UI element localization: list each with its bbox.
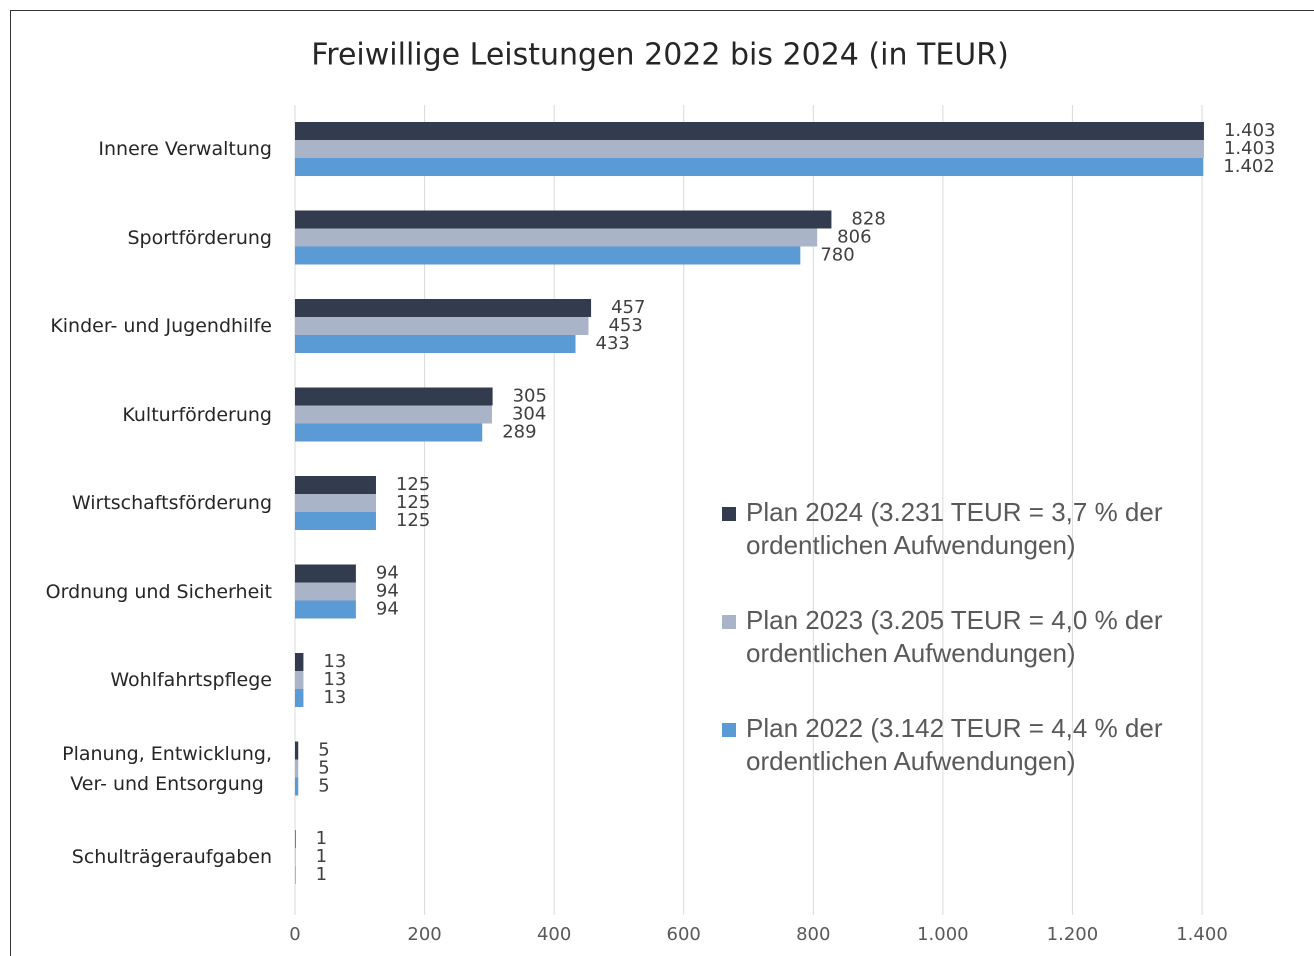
- bar: [295, 600, 356, 619]
- value-label: 5: [318, 776, 329, 797]
- x-tick-label: 600: [667, 924, 701, 945]
- bar: [295, 423, 483, 442]
- legend-swatch: [722, 507, 736, 521]
- legend-item: Plan 2023 (3.205 TEUR = 4,0 % der ordent…: [722, 604, 1222, 670]
- bar: [295, 759, 299, 778]
- value-label: 13: [323, 669, 346, 690]
- bar: [295, 317, 589, 335]
- y-tick-label: Wohlfahrtspflege: [110, 669, 272, 691]
- value-label: 305: [513, 386, 547, 407]
- value-label: 780: [820, 245, 854, 266]
- legend-swatch: [722, 615, 736, 629]
- y-tick-label: Planung, Entwicklung, Ver- und Entsorgun…: [62, 742, 272, 795]
- bar: [295, 689, 304, 707]
- y-tick-label: Sportförderung: [127, 226, 272, 249]
- y-tick-label: Wirtschaftsförderung: [71, 492, 272, 514]
- bar: [295, 246, 801, 265]
- bar: [295, 210, 832, 229]
- value-label: 304: [512, 404, 546, 425]
- bar: [295, 299, 592, 317]
- x-tick-label: 1.200: [1047, 924, 1099, 945]
- y-tick-label: Ordnung und Sicherheit: [45, 580, 272, 603]
- value-label: 457: [611, 297, 645, 318]
- bar: [295, 405, 492, 424]
- value-label: 5: [318, 758, 329, 779]
- bar: [295, 866, 296, 884]
- value-label: 94: [376, 563, 399, 584]
- bar: [295, 476, 376, 494]
- bar: [295, 671, 304, 689]
- legend-swatch: [722, 723, 736, 737]
- x-tick-label: 1.000: [917, 924, 969, 945]
- value-label: 433: [596, 333, 630, 354]
- x-tick-label: 800: [796, 924, 830, 945]
- value-label: 1.402: [1223, 156, 1275, 177]
- y-tick-label: Kinder- und Jugendhilfe: [50, 315, 272, 337]
- value-label: 13: [323, 651, 346, 672]
- value-label: 1.403: [1224, 120, 1276, 141]
- bar: [295, 848, 296, 866]
- value-label: 1: [316, 828, 327, 849]
- y-tick-label: Innere Verwaltung: [98, 138, 272, 160]
- value-label: 94: [376, 581, 399, 602]
- value-label: 125: [396, 510, 430, 531]
- bar: [295, 512, 376, 530]
- bar: [295, 564, 356, 583]
- bar: [295, 387, 493, 406]
- bar: [295, 158, 1204, 176]
- bar: [295, 777, 299, 796]
- legend-label: Plan 2023 (3.205 TEUR = 4,0 % der ordent…: [746, 605, 1163, 668]
- bar: [295, 494, 376, 512]
- bar: [295, 830, 296, 848]
- value-label: 1: [316, 846, 327, 867]
- value-label: 125: [396, 474, 430, 495]
- bar: [295, 741, 299, 760]
- legend-item: Plan 2024 (3.231 TEUR = 3,7 % der ordent…: [722, 496, 1222, 562]
- value-label: 1.403: [1224, 138, 1276, 159]
- chart-title: Freiwillige Leistungen 2022 bis 2024 (in…: [311, 38, 1009, 73]
- value-label: 125: [396, 492, 430, 513]
- value-label: 828: [851, 209, 885, 230]
- value-label: 94: [376, 599, 399, 620]
- value-label: 1: [316, 864, 327, 885]
- x-tick-label: 400: [537, 924, 571, 945]
- bar: [295, 228, 818, 247]
- chart-frame: [10, 10, 1314, 956]
- value-label: 453: [608, 315, 642, 336]
- y-tick-label: Schulträgeraufgaben: [71, 846, 272, 868]
- value-label: 289: [502, 422, 536, 443]
- x-tick-label: 200: [407, 924, 441, 945]
- value-label: 13: [323, 687, 346, 708]
- y-tick-label: Kulturförderung: [122, 403, 272, 426]
- x-tick-label: 0: [289, 924, 300, 945]
- bar: [295, 653, 304, 671]
- bar: [295, 122, 1204, 140]
- legend-item: Plan 2022 (3.142 TEUR = 4,4 % der ordent…: [722, 712, 1222, 778]
- bar: [295, 582, 356, 601]
- x-tick-label: 1.400: [1176, 924, 1228, 945]
- legend-label: Plan 2024 (3.231 TEUR = 3,7 % der ordent…: [746, 497, 1163, 560]
- bar: [295, 140, 1204, 158]
- value-label: 5: [318, 740, 329, 761]
- value-label: 806: [837, 227, 871, 248]
- bar: [295, 335, 576, 353]
- legend-label: Plan 2022 (3.142 TEUR = 4,4 % der ordent…: [746, 713, 1163, 776]
